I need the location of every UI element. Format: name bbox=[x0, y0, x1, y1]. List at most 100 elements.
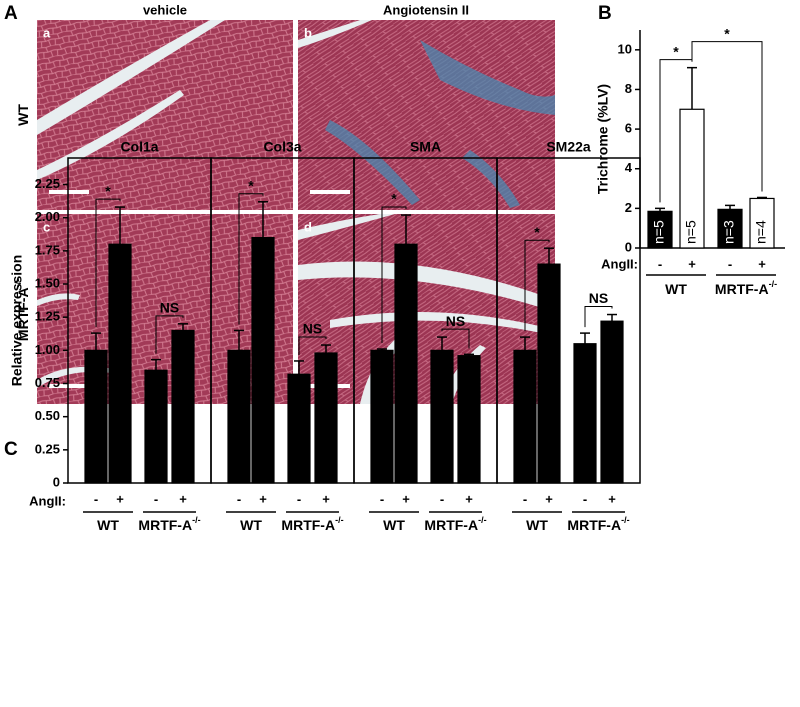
label: MRTF-A-/- bbox=[138, 515, 200, 532]
tile-letter: a bbox=[43, 25, 51, 40]
plot-frame bbox=[496, 157, 641, 484]
label-superscript: -/- bbox=[478, 515, 487, 525]
bar-label: n=4 bbox=[753, 220, 769, 244]
tissue-gap bbox=[37, 20, 225, 180]
column-header: Angiotensin II bbox=[383, 2, 469, 17]
bar bbox=[573, 343, 597, 484]
x-tick-label: - bbox=[658, 256, 662, 271]
bar bbox=[171, 329, 195, 484]
x-tick-label: + bbox=[259, 491, 267, 506]
bar bbox=[251, 236, 275, 484]
y-tick-label: 1.25 bbox=[35, 309, 60, 324]
x-tick-label: + bbox=[545, 491, 553, 506]
significance-bracket bbox=[524, 239, 550, 332]
bar-label: n=5 bbox=[651, 220, 667, 244]
chart-title: SM22a bbox=[546, 139, 591, 155]
label: WT bbox=[97, 517, 119, 533]
tissue-gap bbox=[298, 214, 555, 404]
fibrosis bbox=[325, 40, 555, 208]
label: MRTF-A-/- bbox=[715, 279, 777, 296]
label-text: WT bbox=[383, 517, 405, 533]
label-text: MRTF-A bbox=[15, 287, 31, 341]
y-tick-label: 2.00 bbox=[35, 209, 60, 224]
bar-label: n=5 bbox=[683, 220, 699, 244]
significance-bracket bbox=[381, 206, 407, 344]
y-axis-label: Trichrome (%LV) bbox=[595, 84, 611, 194]
bar bbox=[513, 349, 537, 484]
y-tick-label: 4 bbox=[625, 160, 633, 175]
bar bbox=[227, 349, 251, 484]
label: WT bbox=[665, 281, 687, 297]
significance-label: * bbox=[534, 224, 540, 240]
bar bbox=[717, 208, 743, 249]
bar bbox=[144, 369, 168, 484]
bar bbox=[457, 355, 481, 484]
x-tick-label: - bbox=[728, 256, 732, 271]
x-prefix: AngII: bbox=[601, 256, 638, 271]
x-tick-label: + bbox=[116, 491, 124, 506]
bar-label: n=3 bbox=[721, 220, 737, 244]
x-tick-label: + bbox=[688, 256, 696, 271]
label-superscript: -/- bbox=[335, 515, 344, 525]
x-tick-label: + bbox=[179, 491, 187, 506]
chart-title: SMA bbox=[410, 139, 441, 155]
panel-letter: B bbox=[598, 3, 612, 24]
significance-label: NS bbox=[589, 290, 608, 306]
significance-bracket bbox=[691, 41, 763, 192]
y-tick-label: 10 bbox=[618, 41, 632, 56]
tile-letter: c bbox=[43, 219, 50, 234]
x-prefix: AngII: bbox=[29, 493, 66, 508]
significance-label: * bbox=[673, 43, 679, 59]
x-tick-label: + bbox=[402, 491, 410, 506]
x-tick-label: - bbox=[94, 491, 98, 506]
significance-bracket bbox=[238, 193, 264, 325]
bar bbox=[679, 108, 705, 249]
panel-letter: A bbox=[4, 3, 18, 24]
x-tick-label: + bbox=[322, 491, 330, 506]
y-tick-label: 1.75 bbox=[35, 242, 60, 257]
bar bbox=[370, 349, 394, 484]
bar bbox=[314, 352, 338, 484]
significance-label: NS bbox=[446, 313, 465, 329]
significance-label: * bbox=[105, 183, 111, 199]
bar bbox=[537, 263, 561, 484]
y-tick-label: 1.00 bbox=[35, 342, 60, 357]
bar bbox=[430, 349, 454, 484]
tile-letter: b bbox=[304, 25, 312, 40]
label-text: WT bbox=[15, 104, 31, 126]
tissue-gap bbox=[37, 293, 120, 388]
x-tick-label: - bbox=[440, 491, 444, 506]
x-tick-label: + bbox=[465, 491, 473, 506]
bar bbox=[394, 243, 418, 484]
label: WT bbox=[15, 104, 31, 126]
bar bbox=[84, 349, 108, 484]
significance-bracket bbox=[584, 306, 613, 328]
bar bbox=[108, 243, 132, 484]
label-superscript: -/- bbox=[621, 515, 630, 525]
label-text: WT bbox=[240, 517, 262, 533]
significance-bracket bbox=[155, 315, 184, 354]
label: WT bbox=[240, 517, 262, 533]
x-tick-label: - bbox=[154, 491, 158, 506]
tissue-gap bbox=[298, 20, 372, 48]
significance-label: NS bbox=[303, 321, 322, 337]
x-tick-label: - bbox=[523, 491, 527, 506]
y-tick-label: 0.25 bbox=[35, 441, 60, 456]
bar bbox=[287, 373, 311, 484]
label-text: WT bbox=[97, 517, 119, 533]
label-text: MRTF-A bbox=[715, 281, 769, 297]
label-text: MRTF-A bbox=[281, 517, 335, 533]
label: WT bbox=[526, 517, 548, 533]
label-superscript: -/- bbox=[769, 279, 778, 289]
y-tick-label: 6 bbox=[625, 121, 632, 136]
y-tick-label: 0 bbox=[625, 239, 632, 254]
x-tick-label: - bbox=[237, 491, 241, 506]
label: WT bbox=[383, 517, 405, 533]
label-text: WT bbox=[665, 281, 687, 297]
column-header: vehicle bbox=[143, 2, 187, 17]
significance-label: * bbox=[248, 177, 254, 193]
x-tick-label: - bbox=[297, 491, 301, 506]
label-superscript: -/- bbox=[192, 515, 201, 525]
label-superscript: -/- bbox=[13, 279, 23, 288]
x-tick-label: + bbox=[608, 491, 616, 506]
